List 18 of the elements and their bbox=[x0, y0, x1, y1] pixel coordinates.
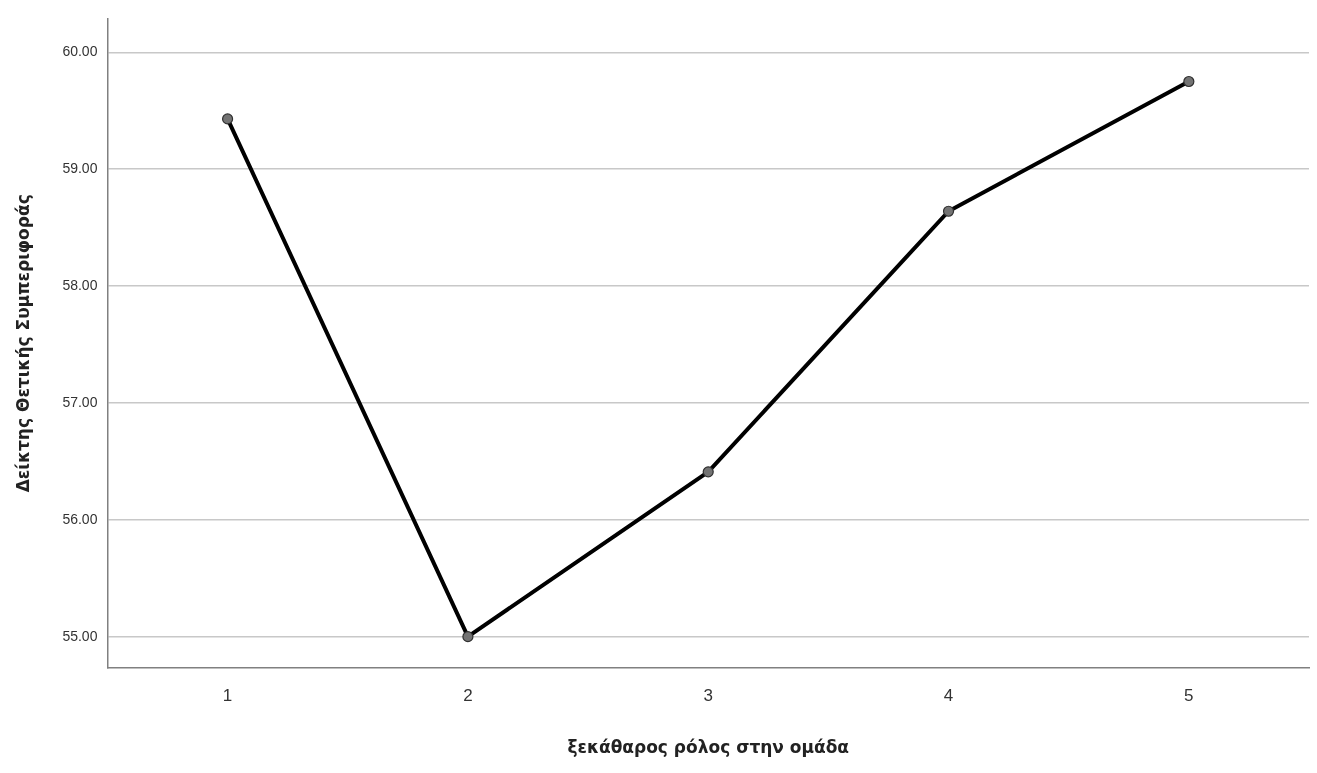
x-tick-label: 4 bbox=[943, 686, 954, 706]
y-tick-label: 58.00 bbox=[62, 276, 98, 293]
y-tick-label: 56.00 bbox=[62, 510, 98, 527]
x-tick-label: 2 bbox=[463, 686, 473, 706]
x-tick-label: 1 bbox=[222, 686, 233, 706]
x-axis-title: ξεκάθαρος ρόλος στην ομάδα bbox=[567, 737, 850, 758]
point bbox=[221, 113, 234, 125]
point bbox=[942, 205, 955, 217]
point bbox=[1183, 75, 1195, 88]
point bbox=[462, 631, 474, 643]
y-tick-label: 59.00 bbox=[62, 160, 98, 177]
x-tick-label: 5 bbox=[1184, 686, 1194, 706]
y-axis-title: Δείκτης Θετικής Συμπεριφοράς bbox=[12, 194, 33, 493]
x-tick-label: 3 bbox=[703, 686, 713, 706]
y-tick-label: 60.00 bbox=[62, 43, 98, 60]
y-tick-label: 55.00 bbox=[62, 627, 98, 644]
point bbox=[702, 466, 714, 478]
y-tick-label: 57.00 bbox=[62, 393, 98, 410]
